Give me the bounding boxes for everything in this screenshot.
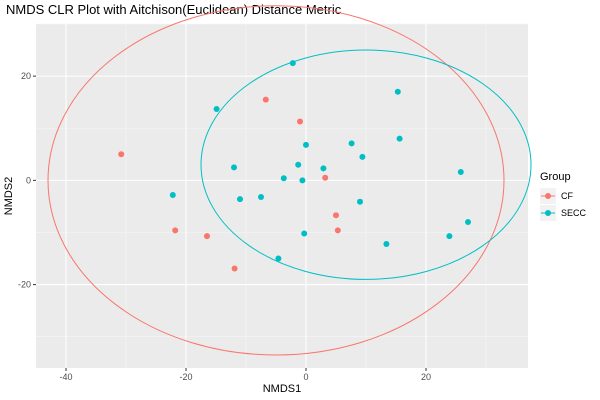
point-cf <box>334 227 341 234</box>
x-tick-label: -20 <box>179 372 192 382</box>
data-points <box>118 60 471 272</box>
point-secc <box>299 177 306 184</box>
ellipse-cf <box>47 5 505 356</box>
legend-key-point <box>545 210 551 216</box>
y-tick-label: 0 <box>26 175 31 185</box>
point-secc <box>289 60 296 67</box>
point-cf <box>204 233 210 240</box>
point-cf <box>297 118 303 125</box>
point-secc <box>213 105 220 112</box>
point-cf <box>118 151 125 158</box>
point-secc <box>396 135 403 142</box>
x-axis-title: NMDS1 <box>263 383 302 395</box>
axes: -40 -20 0 20 -20 0 20 <box>18 71 431 382</box>
point-secc <box>394 88 401 95</box>
point-secc <box>275 255 282 262</box>
y-tick-label: -20 <box>18 280 31 290</box>
point-secc <box>320 165 327 172</box>
point-secc <box>457 169 464 176</box>
legend-title: Group <box>540 171 571 183</box>
point-secc <box>357 198 363 205</box>
point-cf <box>231 265 238 272</box>
point-cf <box>262 96 269 103</box>
x-tick-label: -40 <box>59 372 72 382</box>
point-secc <box>295 161 302 168</box>
point-secc <box>237 196 243 203</box>
minor-grid <box>36 23 528 368</box>
legend-key-point <box>545 193 551 199</box>
point-secc <box>383 240 390 247</box>
legend: Group CF SECC <box>540 171 587 221</box>
ellipse-secc <box>200 49 532 280</box>
point-secc <box>348 140 355 147</box>
point-secc <box>359 153 366 160</box>
chart-title: NMDS CLR Plot with Aitchison(Euclidean) … <box>6 2 342 17</box>
confidence-ellipses <box>47 5 532 356</box>
point-cf <box>333 212 339 219</box>
point-secc <box>258 194 264 201</box>
point-secc <box>280 175 287 182</box>
x-tick-label: 20 <box>421 372 431 382</box>
point-cf <box>172 227 179 234</box>
y-axis-title: NMDS2 <box>3 177 15 216</box>
point-secc <box>169 191 176 198</box>
point-secc <box>231 164 237 171</box>
point-cf <box>322 174 329 181</box>
point-secc <box>465 219 471 226</box>
legend-label-cf: CF <box>561 191 573 201</box>
point-secc <box>303 141 309 148</box>
legend-label-secc: SECC <box>561 208 587 218</box>
point-secc <box>446 233 453 240</box>
point-secc <box>301 230 308 237</box>
x-tick-label: 0 <box>303 372 308 382</box>
plot-panel <box>36 24 528 368</box>
y-tick-label: 20 <box>21 71 31 81</box>
